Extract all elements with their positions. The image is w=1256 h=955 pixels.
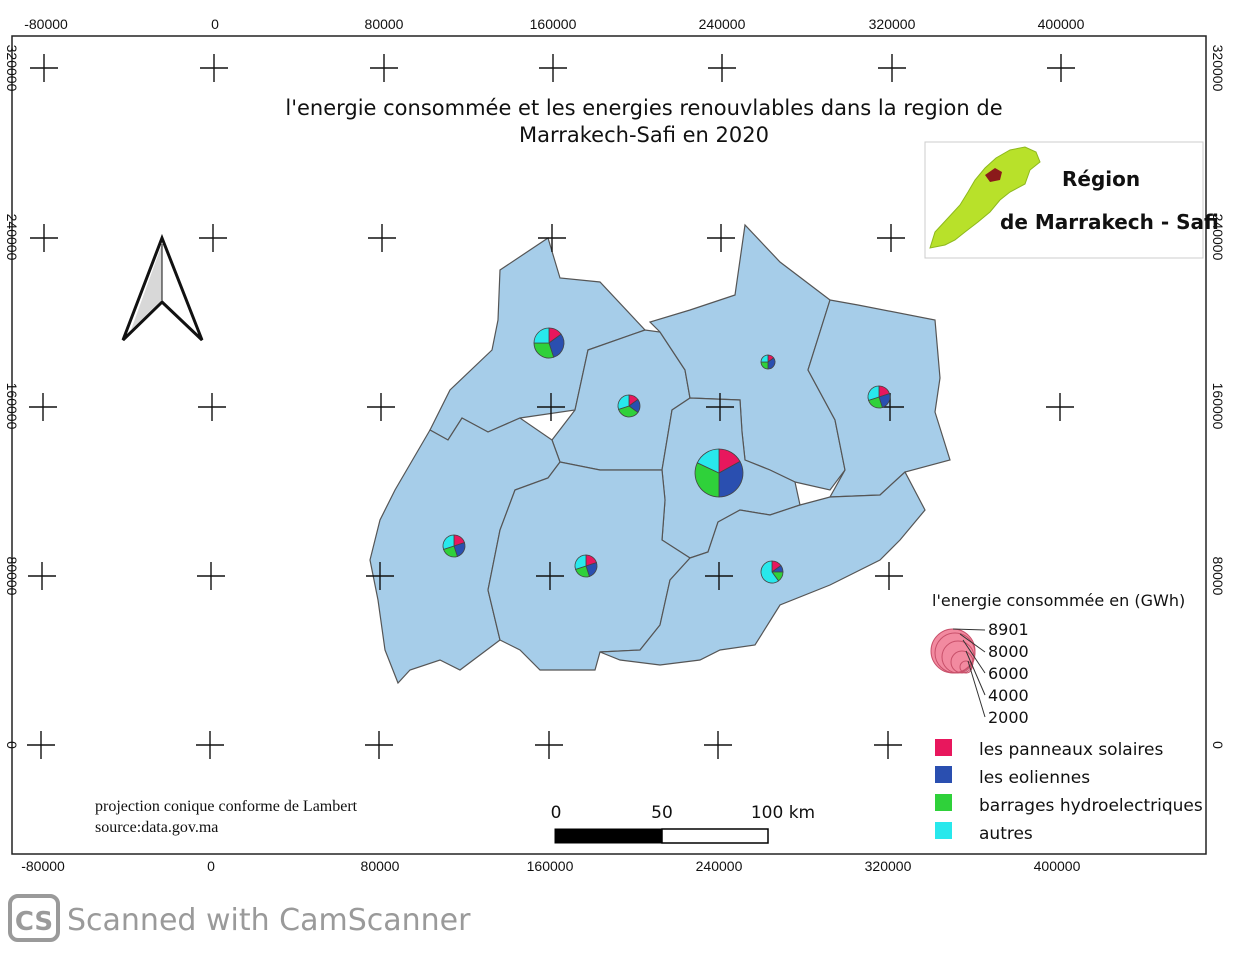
north-arrow-icon xyxy=(121,233,204,342)
legend-swatch-autres xyxy=(935,822,952,839)
pie-slice xyxy=(574,554,587,570)
x-tick-label: 80000 xyxy=(365,16,404,32)
legend-swatch-eoliennes xyxy=(935,766,952,783)
legend-category-label: barrages hydroelectriques xyxy=(979,796,1203,816)
scale-label: 50 xyxy=(651,803,673,823)
legend: l'energie consommée en (GWh) 8901 8000 6… xyxy=(930,591,1203,844)
pie-slice xyxy=(696,448,720,474)
title-line-2: Marrakech-Safi en 2020 xyxy=(519,123,769,147)
graticule-crosses xyxy=(27,54,1075,759)
pie-slice xyxy=(442,534,455,550)
legend-size-value: 4000 xyxy=(988,686,1029,705)
x-tick-label: 0 xyxy=(211,16,219,32)
scale-bar: 0 50 100 km xyxy=(551,803,815,844)
right-axis: 320000 240000 160000 80000 0 xyxy=(1210,45,1226,749)
camscanner-logo-icon: CS xyxy=(15,907,53,937)
pie-slice xyxy=(694,462,720,498)
scale-label: 100 km xyxy=(751,803,815,823)
grid-cross xyxy=(27,731,902,759)
inset-label-2: de Marrakech - Safi xyxy=(1000,210,1219,234)
pie-slice xyxy=(618,405,639,418)
pie-slice xyxy=(533,327,550,344)
camscanner-watermark: CS Scanned with CamScanner xyxy=(8,894,471,942)
y-tick-label: 0 xyxy=(4,741,20,749)
grid-cross xyxy=(30,54,1075,82)
pie-south-center xyxy=(574,554,598,578)
pie-south-east xyxy=(760,560,784,584)
projection-text: projection conique conforme de Lambert xyxy=(95,798,358,815)
legend-category-label: les eoliennes xyxy=(979,768,1090,788)
title-line-1: l'energie consommée et les energies reno… xyxy=(285,96,1002,120)
x-tick-label: -80000 xyxy=(21,858,65,874)
pie-slice xyxy=(548,333,565,358)
map-title: l'energie consommée et les energies reno… xyxy=(285,96,1002,147)
legend-swatch-solaire xyxy=(935,739,952,756)
x-tick-label: 400000 xyxy=(1034,858,1081,874)
x-tick-label: 240000 xyxy=(696,858,743,874)
grid-cross xyxy=(28,562,903,590)
pie-slice xyxy=(617,394,630,410)
pie-marrakech xyxy=(694,448,744,498)
y-tick-label: 80000 xyxy=(1210,557,1226,596)
x-tick-label: 80000 xyxy=(361,858,400,874)
y-tick-label: 0 xyxy=(1210,741,1226,749)
y-tick-label: 160000 xyxy=(4,383,20,430)
source-text: source:data.gov.ma xyxy=(95,819,218,836)
inset-locator: Région de Marrakech - Safi xyxy=(924,141,1219,259)
left-axis: 320000 240000 160000 80000 0 xyxy=(4,45,20,749)
marrakech-safi-highlight xyxy=(985,168,1002,182)
pie-slice xyxy=(718,460,744,498)
pie-north-west xyxy=(533,327,565,359)
legend-size-title: l'energie consommée en (GWh) xyxy=(932,591,1185,610)
morocco-shape xyxy=(929,146,1041,249)
proportional-circle-legend xyxy=(930,628,986,718)
x-tick-label: 240000 xyxy=(699,16,746,32)
pie-north-east xyxy=(760,354,776,370)
y-tick-label: 320000 xyxy=(4,45,20,92)
pie-slice xyxy=(533,342,555,359)
inset-label-1: Région xyxy=(1062,167,1140,191)
x-tick-label: 160000 xyxy=(530,16,577,32)
pie-slice xyxy=(760,354,769,363)
legend-category-label: autres xyxy=(979,824,1033,844)
y-tick-label: 80000 xyxy=(4,557,20,596)
legend-size-value: 8000 xyxy=(988,642,1029,661)
pie-charts xyxy=(442,327,891,584)
projection-note: projection conique conforme de Lambert s… xyxy=(95,798,358,836)
x-tick-label: 400000 xyxy=(1038,16,1085,32)
scale-label: 0 xyxy=(551,803,562,823)
pie-slice xyxy=(760,560,780,584)
grid-cross xyxy=(30,224,905,252)
legend-swatch-barrages xyxy=(935,794,952,811)
pie-north-center xyxy=(617,394,641,418)
pie-west xyxy=(442,534,466,558)
y-tick-label: 240000 xyxy=(4,214,20,261)
x-tick-label: 320000 xyxy=(865,858,912,874)
y-tick-label: 320000 xyxy=(1210,45,1226,92)
pie-slice xyxy=(867,385,880,401)
grid-cross xyxy=(29,393,1074,421)
y-tick-label: 240000 xyxy=(1210,214,1226,261)
pie-east xyxy=(867,385,891,409)
x-tick-label: 160000 xyxy=(527,858,574,874)
x-tick-label: 320000 xyxy=(869,16,916,32)
legend-size-value: 6000 xyxy=(988,664,1029,683)
legend-size-value: 8901 xyxy=(988,620,1029,639)
y-tick-label: 160000 xyxy=(1210,383,1226,430)
watermark-text: Scanned with CamScanner xyxy=(67,903,471,938)
bottom-axis: -80000 0 80000 160000 240000 320000 4000… xyxy=(21,858,1080,874)
legend-size-value: 2000 xyxy=(988,708,1029,727)
legend-category-label: les panneaux solaires xyxy=(979,740,1164,760)
top-axis: -80000 0 80000 160000 240000 320000 4000… xyxy=(24,16,1084,32)
x-tick-label: -80000 xyxy=(24,16,68,32)
x-tick-label: 0 xyxy=(207,858,215,874)
